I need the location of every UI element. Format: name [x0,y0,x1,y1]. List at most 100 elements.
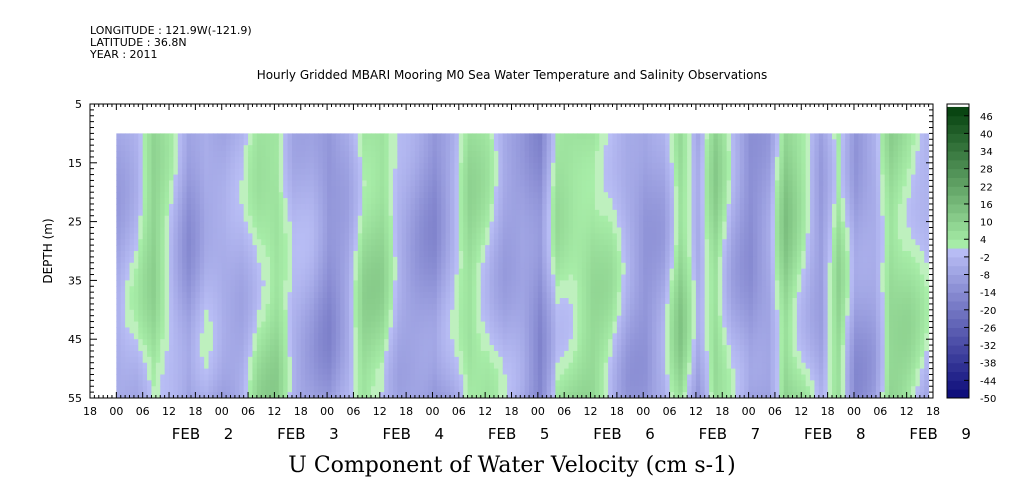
heatmap-cell [498,298,504,305]
heatmap-cell [151,251,157,258]
heatmap-cell [397,174,403,181]
heatmap-cell [564,333,570,340]
heatmap-cell [568,145,574,152]
heatmap-cell [199,368,205,375]
heatmap-cell [274,215,280,223]
heatmap-cell [564,350,570,358]
heatmap-cell [173,392,179,399]
heatmap-cell [230,298,236,305]
heatmap-cell [357,227,363,234]
heatmap-cell [199,356,205,364]
heatmap-cell [340,374,346,381]
heatmap-cell [234,345,240,352]
heatmap-cell [147,145,152,152]
heatmap-cell [520,227,526,234]
heatmap-cell [419,203,425,211]
heatmap-cell [239,315,245,323]
heatmap-cell [278,145,284,152]
heatmap-cell [155,215,161,223]
heatmap-cell [436,198,442,205]
heatmap-cell [362,221,368,228]
heatmap-cell [186,151,192,158]
heatmap-cell [217,168,223,176]
heatmap-cell [252,245,258,252]
heatmap-cell [599,280,605,287]
heatmap-cell [252,268,258,276]
heatmap-cell [291,245,297,252]
heatmap-cell [498,374,504,381]
heatmap-cell [388,315,394,323]
heatmap-cell [406,174,412,181]
heatmap-cell [594,256,600,264]
heatmap-cell [309,151,315,158]
heatmap-cell [313,286,319,293]
heatmap-cell [243,292,249,299]
heatmap-cell [331,209,337,217]
heatmap-cell [366,321,372,328]
heatmap-cell [485,356,491,364]
heatmap-cell [384,286,390,293]
heatmap-cell [182,162,188,170]
heatmap-cell [559,151,565,158]
heatmap-cell [423,368,429,375]
heatmap-cell [353,245,359,252]
heatmap-cell [555,209,561,217]
heatmap-cell [445,303,451,311]
heatmap-cell [414,321,420,328]
heatmap-cell [555,180,561,187]
heatmap-cell [226,392,231,399]
heatmap-cell [349,362,354,370]
heatmap-cell [208,139,214,146]
heatmap-cell [300,292,306,299]
heatmap-cell [419,209,425,217]
heatmap-cell [384,303,390,311]
heatmap-cell [182,156,188,164]
heatmap-cell [252,251,258,258]
heatmap-cell [371,145,376,152]
heatmap-cell [313,298,319,305]
heatmap-cell [379,280,385,287]
heatmap-cell [208,339,214,346]
heatmap-cell [546,174,552,181]
heatmap-cell [401,339,407,346]
heatmap-cell [594,374,600,381]
heatmap-cell [533,298,539,305]
heatmap-cell [432,274,438,281]
heatmap-cell [590,186,596,193]
heatmap-cell [283,292,289,299]
heatmap-cell [177,139,183,146]
heatmap-cell [581,345,587,352]
heatmap-cell [270,321,275,328]
heatmap-cell [441,374,447,381]
heatmap-cell [160,251,166,258]
heatmap-cell [524,345,530,352]
heatmap-cell [261,298,267,305]
heatmap-cell [217,386,223,393]
heatmap-cell [559,192,565,199]
heatmap-cell [559,168,565,176]
heatmap-cell [349,345,354,352]
heatmap-cell [542,298,548,305]
heatmap-cell [322,221,328,228]
heatmap-cell [327,198,332,205]
heatmap-cell [274,356,280,364]
heatmap-cell [353,227,359,234]
heatmap-cell [217,215,223,223]
heatmap-cell [265,145,271,152]
heatmap-cell [252,256,258,264]
heatmap-cell [397,392,403,399]
heatmap-cell [296,368,302,375]
heatmap-cell [467,339,473,346]
heatmap-cell [125,209,131,217]
heatmap-cell [441,133,447,140]
heatmap-cell [599,315,605,323]
heatmap-cell [274,339,280,346]
heatmap-cell [208,145,214,152]
heatmap-cell [151,315,157,323]
heatmap-cell [296,303,302,311]
heatmap-cell [441,315,447,323]
heatmap-cell [384,262,390,270]
heatmap-cell [379,374,385,381]
heatmap-cell [155,392,161,399]
heatmap-cell [296,151,302,158]
